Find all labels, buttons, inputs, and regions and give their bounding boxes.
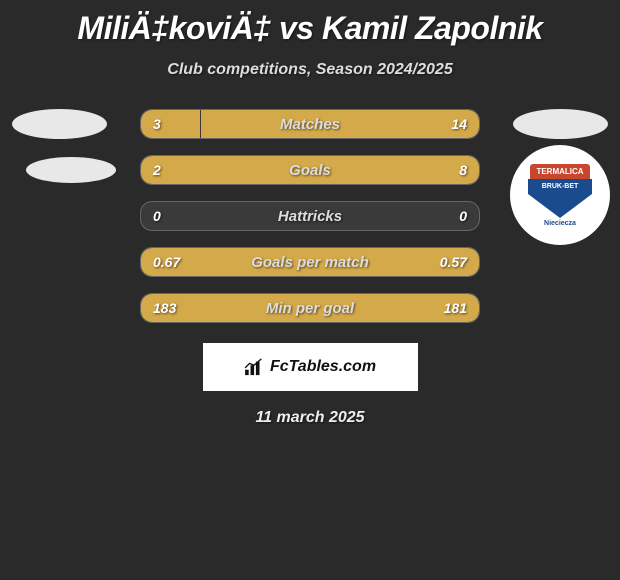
stat-value-right: 8 xyxy=(459,162,467,178)
bar-fill-left xyxy=(141,110,200,138)
stat-label: Min per goal xyxy=(266,300,354,317)
bar-fill-right xyxy=(209,156,479,184)
stat-bar: 0.67 Goals per match 0.57 xyxy=(140,247,480,277)
stat-row: 183 Min per goal 181 xyxy=(0,293,620,323)
comparison-title: MiliÄ‡koviÄ‡ vs Kamil Zapolnik xyxy=(0,0,620,47)
badge-top-text: TERMALICA xyxy=(530,164,589,179)
stat-bar: 3 Matches 14 xyxy=(140,109,480,139)
stat-bar: 0 Hattricks 0 xyxy=(140,201,480,231)
player-avatar-left xyxy=(12,109,107,139)
comparison-subtitle: Club competitions, Season 2024/2025 xyxy=(0,61,620,79)
stat-bar: 183 Min per goal 181 xyxy=(140,293,480,323)
stat-label: Goals per match xyxy=(251,254,369,271)
badge-mid-text: BRUK-BET xyxy=(528,179,592,194)
bar-fill-left xyxy=(141,156,209,184)
comparison-date: 11 march 2025 xyxy=(0,409,620,427)
stat-value-right: 181 xyxy=(444,300,467,316)
stats-container: 3Matches14TERMALICABRUK-BETNieciecza2Goa… xyxy=(0,109,620,323)
stat-value-left: 0.67 xyxy=(153,254,180,270)
stat-bar: 2 Goals 8 xyxy=(140,155,480,185)
stat-value-right: 14 xyxy=(451,116,467,132)
stat-label: Matches xyxy=(280,116,340,133)
stat-value-left: 0 xyxy=(153,208,161,224)
stat-value-right: 0 xyxy=(459,208,467,224)
stat-row: 0 Hattricks 0 xyxy=(0,201,620,231)
player-avatar-right xyxy=(513,109,608,139)
stat-value-left: 2 xyxy=(153,162,161,178)
stat-row: 0.67 Goals per match 0.57 xyxy=(0,247,620,277)
brand-footer[interactable]: FcTables.com xyxy=(203,343,418,391)
stat-label: Goals xyxy=(289,162,331,179)
stat-row: 3 Matches 14 xyxy=(0,109,620,139)
player-avatar-left xyxy=(26,157,116,183)
stat-value-right: 0.57 xyxy=(440,254,467,270)
bar-chart-icon xyxy=(244,358,266,376)
brand-text: FcTables.com xyxy=(270,358,376,376)
stat-label: Hattricks xyxy=(278,208,342,225)
stat-row: TERMALICABRUK-BETNieciecza2Goals8 xyxy=(0,155,620,185)
stat-value-left: 3 xyxy=(153,116,161,132)
stat-value-left: 183 xyxy=(153,300,176,316)
